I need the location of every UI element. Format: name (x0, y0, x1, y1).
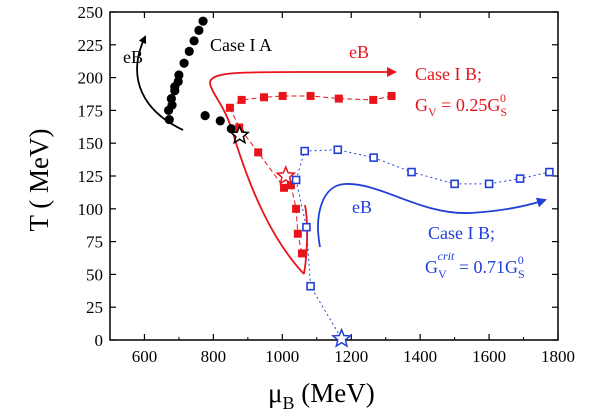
point-caseIB-crit (300, 146, 310, 156)
point-caseIB-crit (407, 167, 416, 177)
point-caseIB-crit (515, 174, 525, 183)
point-caseIB-crit (302, 222, 311, 232)
series-lines (229, 95, 550, 339)
point-caseIA (194, 25, 204, 35)
x-tick-label: 600 (132, 347, 158, 366)
series-marks (163, 16, 554, 291)
annotation-eB-red: eB (349, 42, 369, 62)
series-line-caseIB-crit (295, 179, 343, 339)
y-tick-label: 225 (78, 36, 104, 55)
point-caseIB-025 (306, 91, 315, 100)
series-line-caseIB-crit (295, 149, 550, 185)
point-caseIB-crit (369, 153, 378, 162)
critical-point-star (331, 327, 352, 348)
point-caseIB-025 (292, 204, 301, 213)
point-caseIA (173, 76, 183, 87)
x-tick-label: 1000 (265, 347, 299, 366)
red-branch-curve (209, 67, 397, 275)
critical-point-star (275, 165, 297, 185)
annotation-caseIB-blue: Case I B; (428, 223, 495, 243)
blue-eB-arrow (317, 183, 547, 248)
point-caseIB-025 (286, 181, 295, 190)
point-caseIB-crit (291, 175, 301, 185)
annotation-gv-blue: GVcrit = 0.71GS0 (425, 249, 525, 281)
y-tick-label: 100 (78, 200, 104, 219)
point-caseIA (226, 124, 236, 134)
y-tick-label: 125 (78, 167, 104, 186)
point-caseIB-025 (334, 94, 343, 103)
x-axis-label: μB (MeV) (268, 378, 375, 413)
y-tick-label: 75 (86, 233, 103, 252)
point-caseIB-025 (293, 229, 302, 238)
y-tick-label: 0 (95, 331, 104, 350)
point-caseIB-025 (260, 93, 269, 102)
annotation-gv-red: GV = 0.25GS0 (415, 91, 507, 119)
x-tick-label: 1800 (541, 347, 575, 366)
point-caseIB-025 (369, 95, 378, 104)
point-caseIA (200, 111, 210, 121)
point-caseIA (215, 116, 225, 126)
x-tick-label: 1400 (403, 347, 437, 366)
annotation-caseIB-red: Case I B; (415, 64, 482, 84)
plot-frame (109, 11, 559, 341)
point-caseIB-025 (225, 103, 234, 112)
point-caseIB-025 (297, 249, 306, 258)
y-axis-label: T ( MeV) (24, 129, 54, 232)
y-tick-label: 250 (78, 3, 104, 22)
point-caseIA (179, 58, 189, 68)
point-caseIB-025 (254, 148, 263, 157)
critical-point-star (229, 124, 250, 145)
annotation-eB-black: eB (123, 47, 143, 67)
point-caseIA (170, 86, 180, 96)
point-caseIB-025 (278, 91, 287, 100)
point-caseIA (189, 36, 199, 46)
x-tick-label: 800 (201, 347, 227, 366)
point-caseIB-crit (450, 179, 459, 189)
point-caseIB-crit (484, 179, 494, 189)
point-caseIA (167, 100, 177, 110)
red-guide (209, 67, 397, 275)
y-tick-label: 25 (86, 298, 103, 317)
point-caseIB-025 (237, 95, 246, 104)
y-tick-label: 175 (78, 101, 104, 120)
point-caseIB-crit (306, 281, 315, 291)
point-caseIA (198, 16, 208, 26)
x-tick-label: 1600 (472, 347, 506, 366)
critical-points (229, 124, 352, 348)
point-caseIB-crit (333, 145, 343, 155)
y-tick-label: 150 (78, 134, 104, 153)
annotation-eB-blue: eB (352, 197, 372, 217)
red-lower-curve (303, 204, 309, 275)
y-tick-label: 200 (78, 69, 104, 88)
y-tick-label: 50 (86, 265, 103, 284)
point-caseIB-025 (280, 183, 289, 192)
point-caseIA (164, 114, 174, 125)
axis-ticks: 600 800 1000 1200 1400 1600 1800 0 25 50 75 100 125 1… (78, 3, 576, 366)
x-tick-label: 1200 (334, 347, 368, 366)
annotation-caseIA: Case I A (210, 35, 272, 55)
blue-guide (317, 183, 547, 248)
point-caseIB-crit (545, 167, 554, 177)
point-caseIB-025 (387, 91, 396, 100)
point-caseIA (184, 46, 194, 56)
